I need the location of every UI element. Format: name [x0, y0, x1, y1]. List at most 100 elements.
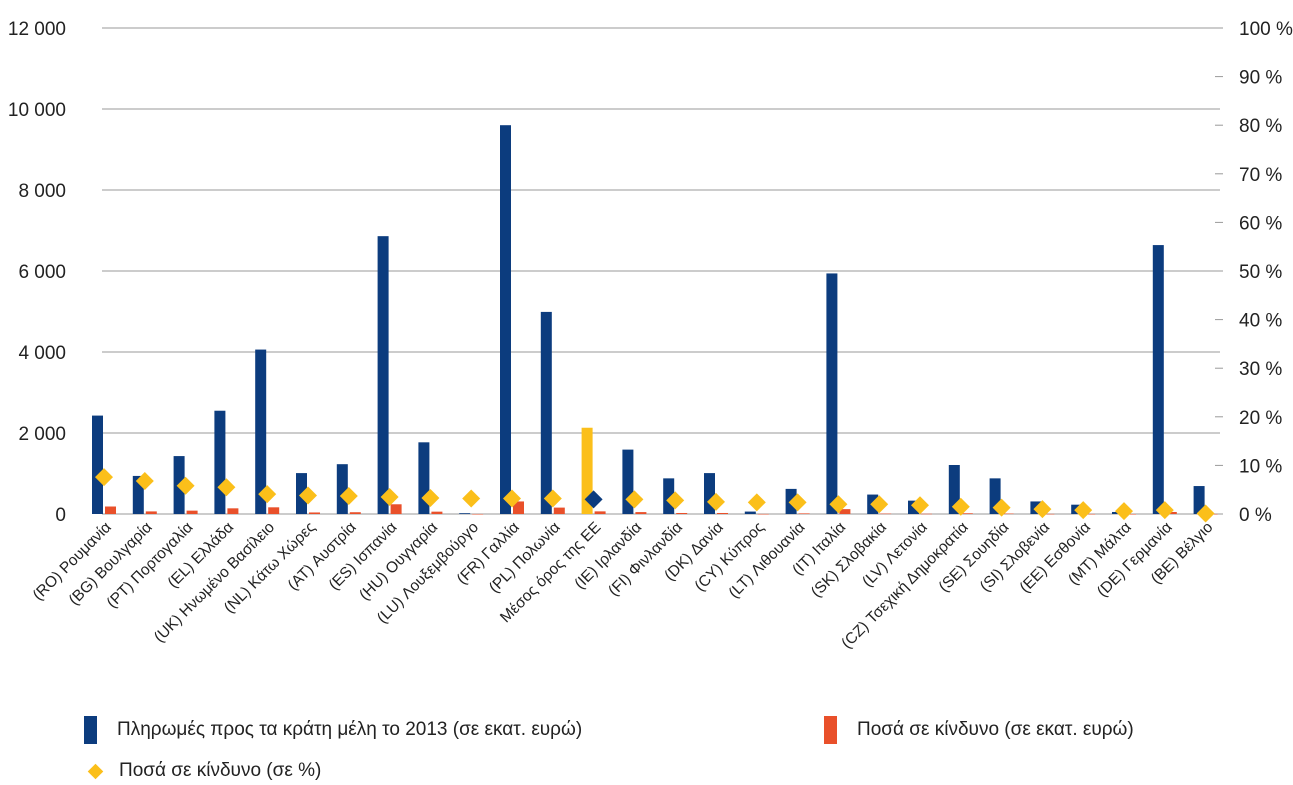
risk-percent-marker: [543, 489, 562, 508]
right-axis-tick-label: 10 %: [1239, 456, 1282, 477]
risk-amount-bar: [757, 513, 769, 515]
risk-amount-bar: [1165, 511, 1177, 514]
risk-amount-bar: [145, 511, 157, 514]
right-axis-tick-label: 20 %: [1239, 408, 1282, 429]
risk-amount-bar: [349, 512, 361, 514]
right-axis-tick-label: 0 %: [1239, 505, 1272, 526]
payments-bar: [1193, 486, 1205, 514]
risk-percent-marker: [625, 490, 644, 509]
category-label: (PL) Πολωνία: [486, 519, 564, 597]
risk-amount-bar: [839, 509, 851, 514]
risk-percent-marker: [584, 490, 603, 509]
risk-amount-bar: [227, 508, 239, 514]
left-axis: 0 2 000 4 000 6 000 8 000 10 000 12 000: [8, 19, 66, 526]
left-axis-tick-label: 4 000: [18, 343, 66, 364]
risk-percent-marker: [462, 489, 481, 508]
payments-bar: [500, 125, 511, 514]
payments-bar: [336, 464, 348, 514]
payments-bar: [663, 478, 675, 514]
right-axis-tick-label: 100 %: [1239, 19, 1293, 40]
left-axis-tick-label: 2 000: [18, 424, 66, 445]
right-axis-tick-label: 50 %: [1239, 262, 1282, 283]
payments-bar: [540, 311, 552, 514]
risk-percent-marker: [747, 493, 766, 512]
payments-bar: [622, 449, 634, 514]
legend-payments-label: Πληρωμές προς τα κράτη μέλη το 2013 (σε …: [117, 719, 583, 740]
risk-amount-bar: [513, 501, 524, 514]
risk-percent-marker: [951, 497, 970, 516]
payments-bar: [132, 475, 144, 514]
risk-amount-bar: [553, 507, 565, 514]
risk-amount-bar: [594, 511, 606, 514]
payments-bar: [989, 478, 1001, 514]
risk-percent-marker: [1155, 501, 1174, 520]
payments-bar: [744, 511, 756, 514]
payments-bar: [377, 236, 389, 515]
left-axis-tick-label: 0: [55, 505, 66, 526]
risk-amount-bar: [472, 513, 484, 515]
bars: [92, 125, 1218, 515]
right-axis-tick-label: 80 %: [1239, 116, 1282, 137]
legend-payments: Πληρωμές προς τα κράτη μέλη το 2013 (σε …: [84, 716, 582, 744]
legend-risk-eur: Ποσά σε κίνδυνο (σε εκατ. ευρώ): [824, 716, 1134, 744]
payments-bar: [1152, 245, 1164, 514]
risk-amount-bar: [268, 507, 280, 514]
right-axis-tick-label: 60 %: [1239, 213, 1282, 234]
risk-amount-bar: [186, 510, 198, 514]
category-label: (EE) Εσθονία: [1017, 519, 1095, 597]
legend-risk-pct-label: Ποσά σε κίνδυνο (σε %): [119, 760, 322, 781]
legend-risk-eur-swatch: [824, 716, 837, 744]
left-axis-tick-label: 12 000: [8, 19, 66, 40]
risk-amount-bar: [880, 513, 892, 515]
risk-percent-marker: [503, 489, 521, 508]
risk-percent-marker: [707, 492, 725, 511]
risk-percent-marker: [299, 486, 317, 505]
payments-bar: [459, 513, 471, 514]
risk-amount-bar: [105, 506, 116, 514]
risk-amount-bar: [390, 504, 402, 514]
risk-amount-bar: [309, 512, 320, 514]
payments-bar: [214, 410, 226, 514]
left-axis-tick-label: 10 000: [8, 100, 66, 121]
payments-bar: [255, 349, 267, 514]
payments-bar: [826, 273, 838, 514]
left-axis-tick-label: 6 000: [18, 262, 66, 283]
category-labels: (RO) Ρουμανία(BG) Βουλγαρία(PT) Πορτογαλ…: [30, 519, 1217, 652]
legend-risk-pct-swatch: [87, 763, 104, 779]
risk-amount-bar: [676, 512, 688, 514]
risk-percent-marker: [176, 476, 195, 495]
risk-percent-marker: [666, 491, 685, 510]
risk-percent-marker: [258, 485, 277, 504]
risk-amount-bar: [431, 511, 443, 514]
payments-bar: [418, 442, 430, 514]
risk-percent-marker: [992, 498, 1011, 517]
risk-percent-marker: [135, 471, 154, 490]
risk-percent-marker: [911, 496, 929, 515]
risk-amount-bar: [1043, 513, 1055, 515]
risk-percent-marker: [1033, 500, 1052, 519]
risk-amount-bar: [1125, 513, 1136, 515]
right-axis-tick-label: 40 %: [1239, 311, 1282, 332]
risk-percent-marker: [380, 487, 399, 506]
legend-risk-eur-label: Ποσά σε κίνδυνο (σε εκατ. ευρώ): [857, 719, 1134, 740]
risk-percent-marker: [870, 495, 889, 514]
payments-bar: [704, 473, 715, 514]
right-axis-tick-label: 90 %: [1239, 68, 1282, 89]
legend-risk-pct: Ποσά σε κίνδυνο (σε %): [84, 760, 321, 782]
risk-amount-bar: [635, 512, 647, 514]
risk-percent-marker: [421, 488, 440, 507]
right-axis-tick-label: 30 %: [1239, 359, 1282, 380]
risk-percent-marker: [1196, 504, 1215, 523]
risk-percent-marker: [217, 478, 236, 497]
risk-percent-marker: [95, 468, 113, 487]
risk-percent-marker: [829, 495, 848, 514]
risk-amount-bar: [1002, 513, 1014, 515]
risk-percent-marker: [339, 487, 358, 506]
payments-bar: [92, 415, 103, 514]
gridlines: [102, 27, 1220, 515]
risk-amount-bar: [798, 513, 810, 514]
risk-amount-bar: [1084, 513, 1096, 515]
risk-percent-marker: [1074, 501, 1093, 520]
right-axis: 0 % 10 % 20 % 30 % 40 % 50 % 60 % 70 % 80 % 90 % 1…: [1215, 19, 1293, 526]
